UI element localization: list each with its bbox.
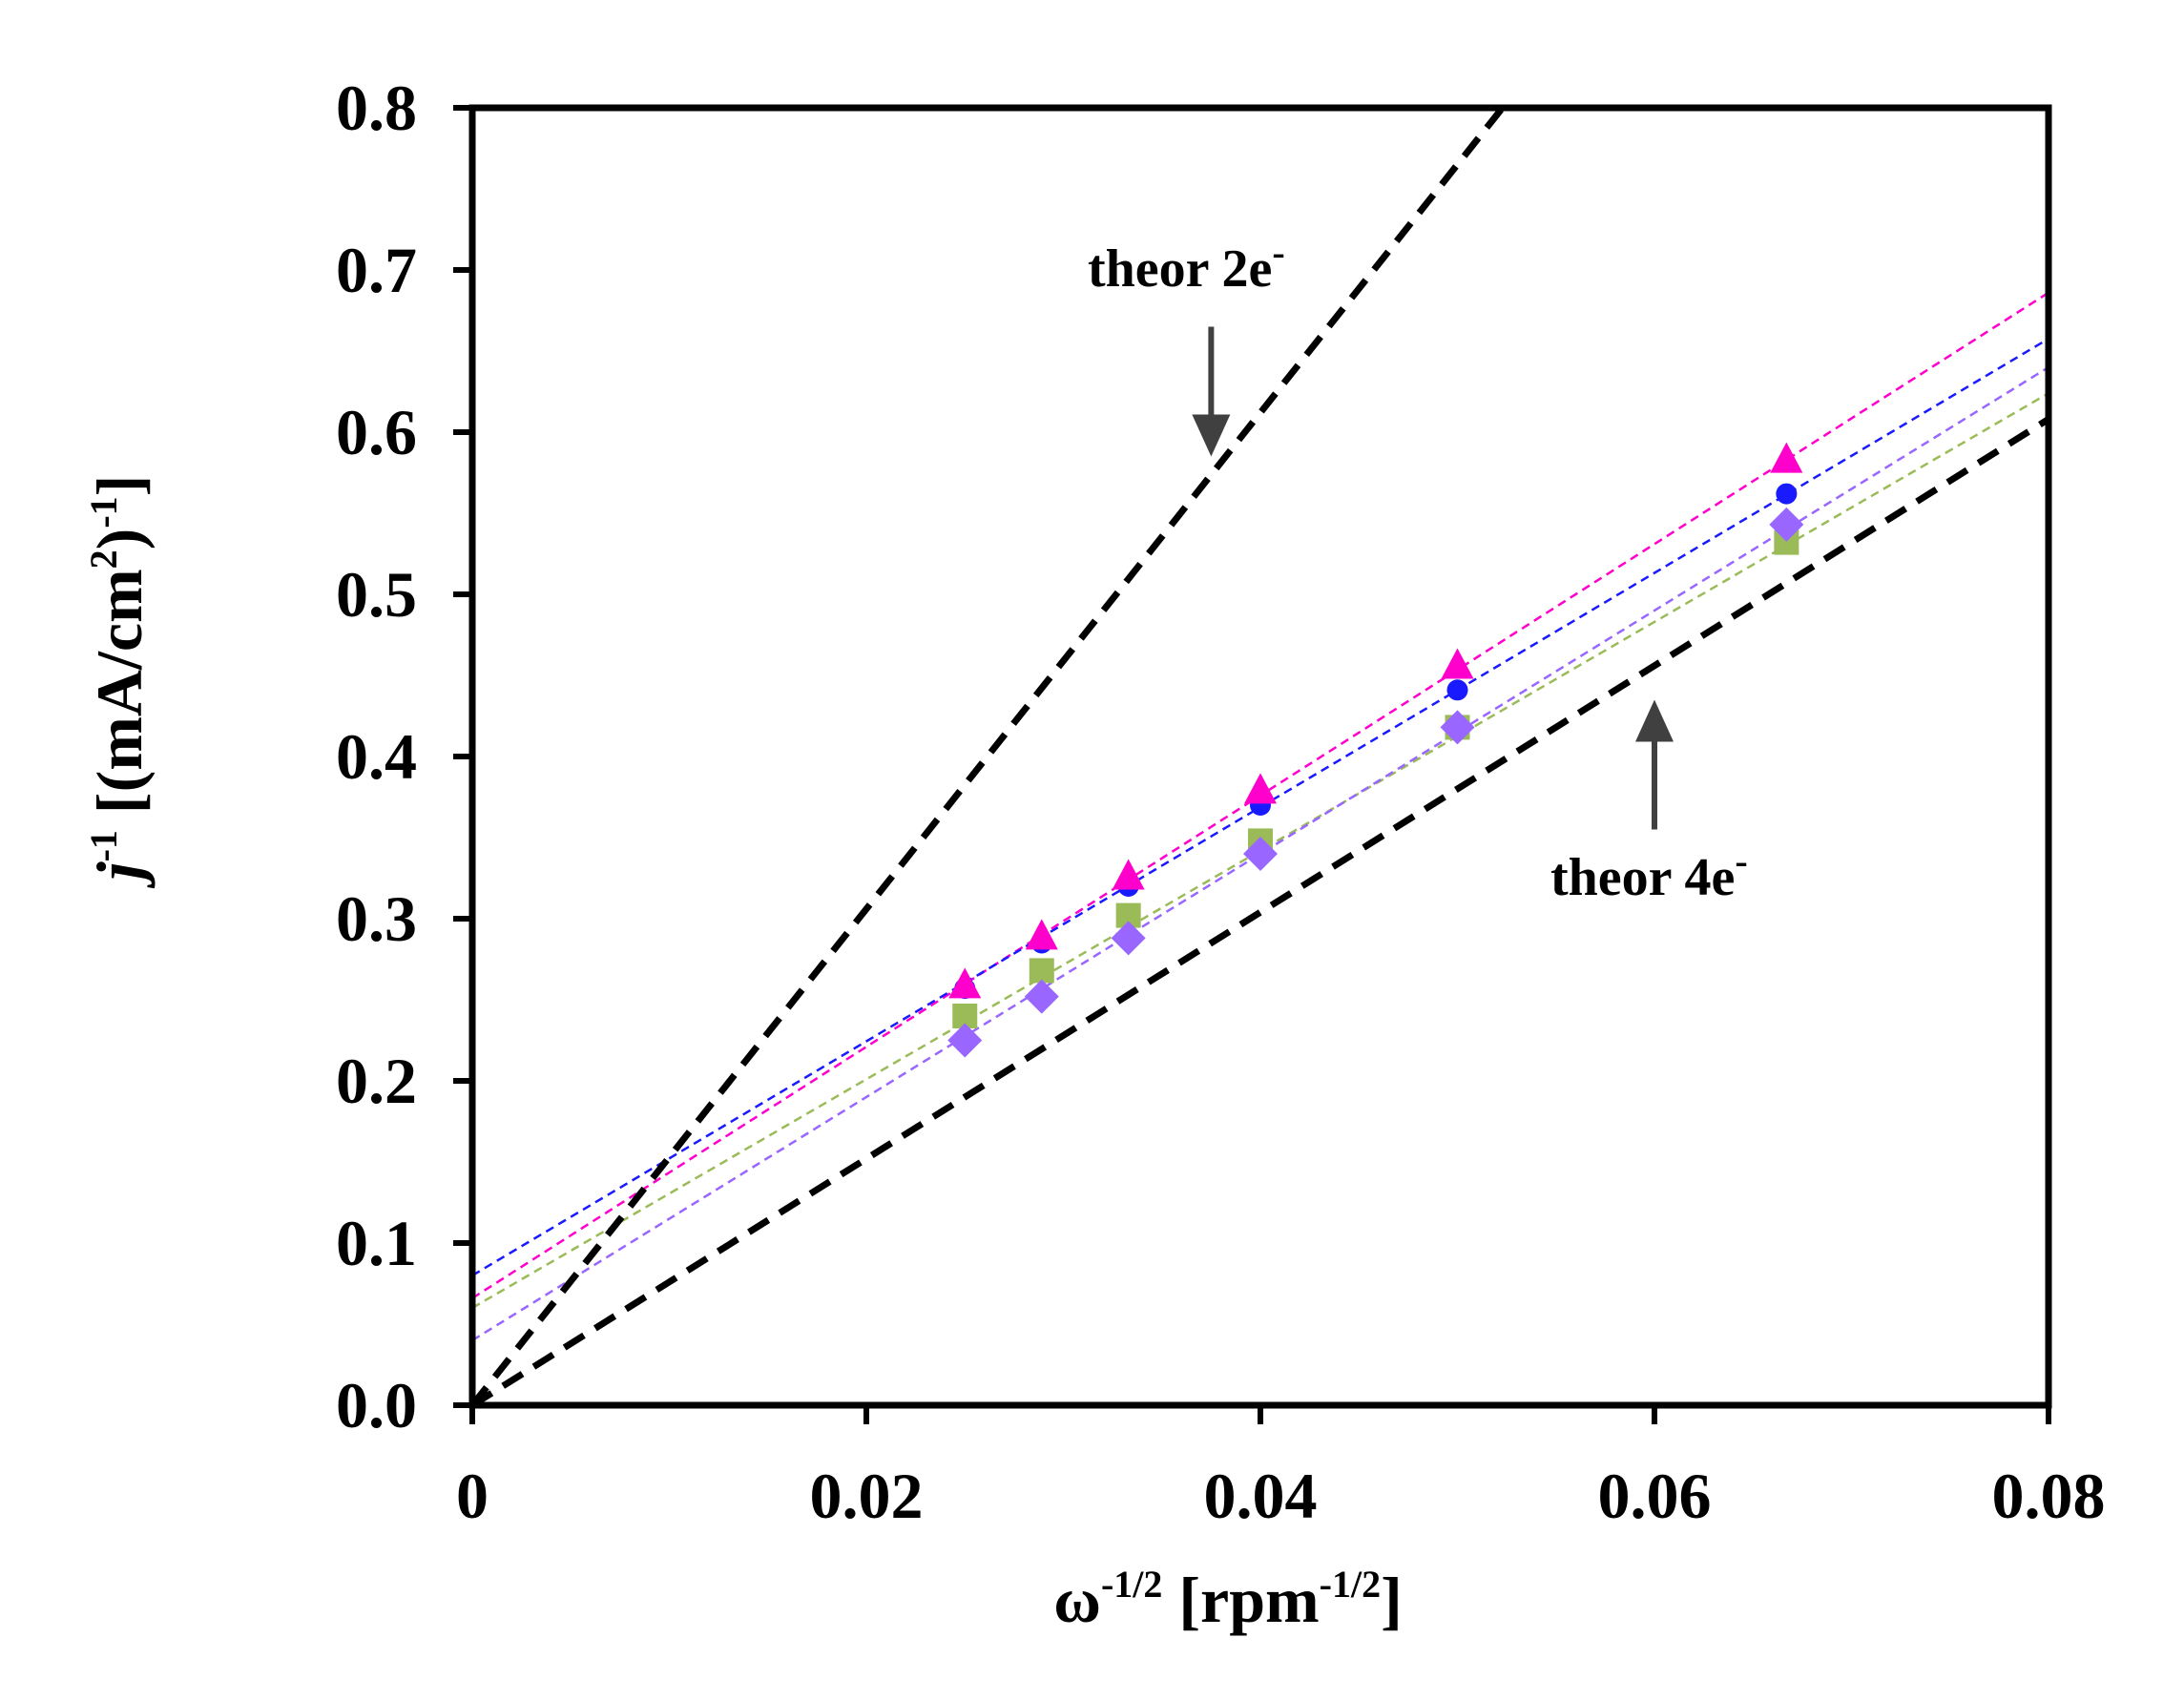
y-tick-label: 0.4 [336, 720, 417, 793]
arrow-head-1 [1192, 414, 1231, 457]
x-tick-label: 0.04 [1204, 1460, 1318, 1532]
y-tick-label: 0.2 [336, 1045, 417, 1117]
reference-lines [472, 108, 2049, 1405]
y-tick-label: 0.5 [336, 558, 417, 631]
annotation-theor-4e: theor 4e- [1550, 840, 1748, 907]
data-point-triangle [1441, 648, 1474, 679]
data-point-square [1029, 958, 1054, 984]
data-point-triangle [1770, 442, 1803, 473]
x-axis-title: ω-1/2 [rpm-1/2] [1053, 1563, 1403, 1636]
data-point-diamond [1769, 507, 1804, 542]
annotation-theor-2e: theor 2e- [1088, 231, 1285, 299]
annotation-arrows [1192, 326, 1674, 830]
fit-line-diamond [472, 365, 2049, 1342]
data-point-diamond [1111, 921, 1146, 956]
x-tick-label: 0.06 [1598, 1460, 1712, 1532]
x-tick-label: 0.08 [1992, 1460, 2106, 1532]
data-point-triangle [948, 967, 982, 999]
x-tick-label: 0.02 [810, 1460, 924, 1532]
y-tick-label: 0.6 [336, 396, 417, 468]
x-axis: 0 0.02 0.04 0.06 0.08 [456, 1405, 2106, 1532]
y-tick-label: 0.8 [336, 72, 417, 144]
plot-frame [468, 104, 2052, 1409]
y-axis-title: j-1 [(mA/cm2)-1] [82, 475, 156, 889]
data-point-diamond [1243, 837, 1278, 871]
data-markers [947, 442, 1804, 1058]
data-point-triangle [1112, 859, 1145, 890]
data-point-triangle [1244, 773, 1277, 804]
y-tick-label: 0.1 [336, 1207, 417, 1279]
y-tick-label: 0.3 [336, 882, 417, 955]
data-point-circle [1776, 483, 1798, 505]
arrow-head-2 [1635, 699, 1674, 742]
data-point-diamond [1440, 710, 1475, 745]
y-tick-label: 0.7 [336, 234, 417, 306]
data-point-triangle [1025, 919, 1058, 950]
reference-line-2 [472, 416, 2049, 1405]
fit-lines [472, 291, 2049, 1342]
y-axis: 0.0 0.1 0.2 0.3 0.4 0.5 0.6 0.7 0.8 [336, 72, 472, 1441]
x-tick-label: 0 [456, 1460, 489, 1532]
data-point-diamond [1024, 979, 1059, 1014]
data-point-diamond [947, 1023, 983, 1058]
y-tick-label: 0.0 [336, 1369, 417, 1441]
data-point-circle [1446, 679, 1468, 701]
